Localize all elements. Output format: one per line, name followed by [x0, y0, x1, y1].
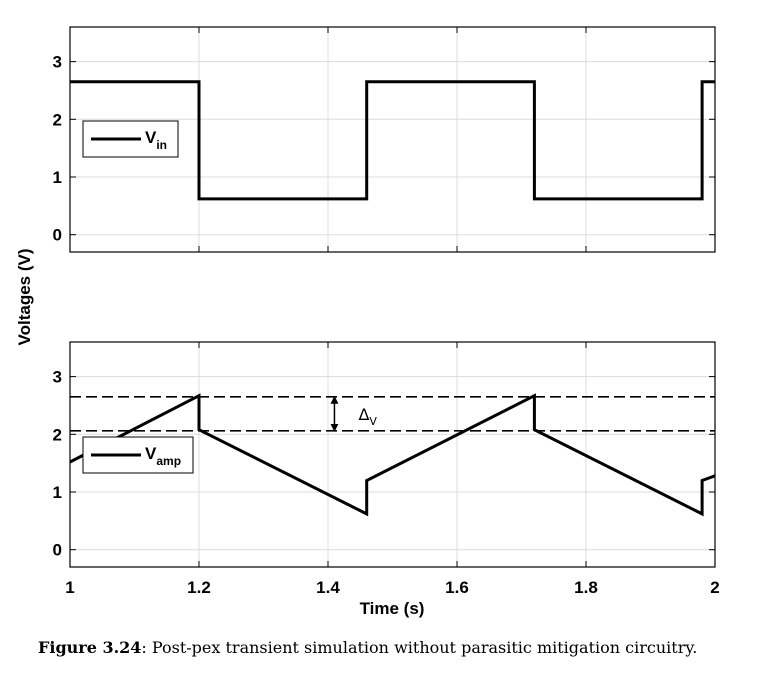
y-tick-label: 2 — [53, 425, 62, 444]
x-tick-label: 1.8 — [574, 578, 598, 597]
x-tick-label: 1 — [65, 578, 74, 597]
x-tick-label: 1.6 — [445, 578, 469, 597]
y-tick-label: 3 — [53, 368, 62, 387]
x-tick-label: 2 — [710, 578, 719, 597]
caption-label: Figure 3.24 — [38, 638, 142, 657]
x-tick-label: 1.4 — [316, 578, 340, 597]
legend-label-subscript: in — [156, 138, 167, 152]
y-tick-label: 2 — [53, 110, 62, 129]
x-axis-label: Time (s) — [360, 599, 425, 618]
y-tick-label: 0 — [53, 226, 62, 245]
axes-box — [69, 341, 716, 568]
delta-label: ΔV — [358, 405, 377, 428]
series-line — [70, 80, 715, 201]
figure-caption: Figure 3.24: Post-pex transient simulati… — [38, 638, 738, 657]
x-tick-label: 1.2 — [187, 578, 211, 597]
legend-label-subscript: amp — [156, 454, 181, 468]
y-tick-label: 0 — [53, 541, 62, 560]
axes-box — [69, 26, 716, 253]
y-tick-label: 1 — [53, 168, 62, 187]
y-axis-label: Voltages (V) — [15, 249, 34, 346]
delta-label-subscript: V — [369, 415, 377, 428]
caption-text: : Post-pex transient simulation without … — [141, 638, 698, 657]
series-line — [69, 393, 716, 517]
y-tick-label: 1 — [53, 483, 62, 502]
y-tick-label: 3 — [53, 53, 62, 72]
